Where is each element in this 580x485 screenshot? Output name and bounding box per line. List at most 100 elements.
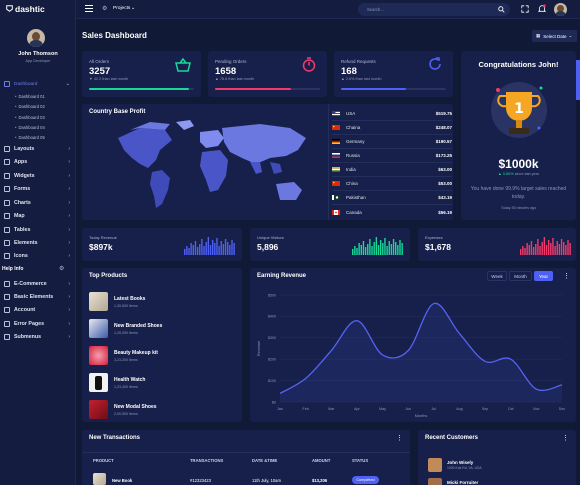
stat-progress-track [215, 88, 320, 90]
sparkline-bar [539, 246, 541, 255]
sparkline-bar [545, 245, 548, 255]
sparkline-bar [379, 240, 382, 255]
sparkline-bar [227, 242, 229, 255]
map-divider [328, 104, 329, 220]
country-value: $63.00 [438, 167, 452, 172]
customer-name[interactable]: John Wisely [447, 460, 474, 465]
transactions-title: New Transactions [89, 435, 141, 441]
sidebar-item-label: Forms [14, 186, 31, 192]
sparkline-bar [192, 245, 194, 255]
sidebar-sub-dashboard-01[interactable]: Dashboard 01 [15, 94, 44, 99]
sidebar-sub-dashboard-04[interactable]: Dashboard 04 [15, 125, 44, 130]
sidebar-item-account[interactable]: Account › [4, 306, 70, 314]
sidebar-item-dashboard[interactable]: Dashboard ⌄ [4, 80, 70, 88]
tab-year[interactable]: Year [534, 271, 553, 281]
hamburger-menu-icon[interactable] [85, 5, 93, 12]
country-row-china: China $53.00 [332, 177, 452, 191]
brand-logo-icon [6, 5, 13, 12]
sidebar-item-submenus[interactable]: Submenus › [4, 333, 70, 341]
settings-gear-icon[interactable]: ⚙ [59, 266, 65, 272]
usa-flag-icon [332, 111, 340, 116]
sidebar-item-widgets[interactable]: Widgets › [4, 172, 70, 180]
sparkline-bar [352, 249, 354, 255]
brand-name[interactable]: dashtic [15, 4, 45, 14]
stat-delta: ▲ 2.6% than last month [341, 77, 382, 81]
product-item[interactable]: Health Watch 1,23,400 Items [89, 373, 145, 392]
sidebar-sub-dashboard-02[interactable]: Dashboard 02 [15, 104, 44, 109]
search-icon[interactable] [498, 6, 505, 13]
product-name: Health Watch [114, 376, 146, 383]
congrats-growth-row: ▲ 0.80% since last year [461, 172, 576, 176]
product-item[interactable]: New Branded Shoes 1,20,090 Items [89, 319, 162, 338]
sidebar-item-basic-elements[interactable]: Basic Elements › [4, 293, 70, 301]
x-tick-label: Sep [482, 407, 488, 411]
y-tick-label: $300 [268, 336, 276, 340]
sparkline-bar [543, 237, 546, 255]
chevron-right-icon: › [68, 294, 70, 300]
select-date-button[interactable]: ▦ Select Date ⌄ [532, 30, 577, 42]
tab-week[interactable]: Week [487, 271, 507, 281]
notification-bell-icon[interactable] [538, 4, 546, 13]
sparkline-bar [231, 240, 233, 255]
sparkline-bar [358, 243, 360, 255]
stat-label: Pending Orders [215, 59, 247, 64]
sidebar-item-charts[interactable]: Charts › [4, 199, 70, 207]
col-status: STATUS [352, 458, 369, 463]
avatar[interactable] [27, 29, 45, 47]
stat-value: 3257 [89, 66, 111, 77]
sidebar-item-elements[interactable]: Elements › [4, 239, 70, 247]
widgets-icon [4, 173, 10, 179]
stat-progress-fill [89, 88, 189, 90]
tab-month[interactable]: Month [509, 271, 532, 281]
product-sub: 1,23,400 Items [114, 384, 138, 389]
sparkline-bar [390, 244, 393, 255]
projects-dropdown[interactable]: Projects [113, 6, 131, 11]
apps-icon [4, 159, 10, 165]
sparkline-bar [375, 237, 378, 255]
chevron-right-icon: › [68, 321, 70, 327]
country-name: USA [346, 111, 356, 116]
sidebar-item-map[interactable]: Map › [4, 212, 70, 220]
sidebar-item-tables[interactable]: Tables › [4, 226, 70, 234]
topbar-avatar[interactable] [554, 3, 567, 16]
product-sub: 3,23,200 Items [114, 357, 138, 362]
search-input[interactable]: Search... [358, 3, 510, 16]
transaction-id: #12323423 [190, 478, 211, 483]
fullscreen-icon[interactable] [521, 5, 529, 13]
sparkline-bar [360, 245, 362, 255]
russia-flag-icon [332, 153, 340, 158]
sidebar-sub-dashboard-03[interactable]: Dashboard 03 [15, 115, 44, 120]
sparkline-bar [552, 238, 554, 255]
sparkline-bar [558, 244, 561, 255]
sidebar-item-ecommerce[interactable]: E-Commerce › [4, 280, 70, 288]
x-tick-label: Jan [277, 407, 283, 411]
sparkline-bar [371, 246, 373, 255]
congrats-card: Congratulations John! 1 $1000k ▲ 0.80% s… [461, 51, 576, 220]
sparkline-bar [196, 247, 199, 255]
sidebar-item-apps[interactable]: Apps › [4, 158, 70, 166]
side-switcher-tab[interactable] [574, 60, 580, 100]
basket-icon [175, 58, 191, 72]
product-item[interactable]: New Modal Shoes 2,00,900 Items [89, 400, 157, 419]
sparkline-bar [214, 243, 216, 255]
sidebar-item-error-pages[interactable]: Error Pages › [4, 320, 70, 328]
product-item[interactable]: Beauty Makeup kit 3,23,200 Items [89, 346, 158, 365]
sidebar-item-icons[interactable]: Icons › [4, 252, 70, 260]
sidebar-item-forms[interactable]: Forms › [4, 185, 70, 193]
country-value: $53.00 [438, 181, 452, 186]
makeup-kit-image [89, 346, 108, 365]
help-info-heading[interactable]: Help Info [2, 266, 24, 272]
sidebar-sub-dashboard-05[interactable]: Dashboard 05 [15, 135, 44, 140]
mini-sparkline [520, 237, 571, 255]
sparkline-bar [524, 248, 526, 255]
more-options-icon[interactable]: ⋮ [563, 273, 570, 280]
earning-revenue-card: Earning Revenue ⋮ [250, 268, 576, 422]
more-options-icon[interactable]: ⋮ [562, 435, 569, 442]
product-item[interactable]: Latest Books 1,30,600 Items [89, 292, 145, 311]
customer-name[interactable]: Micki Forruiter [447, 480, 479, 485]
account-icon [4, 307, 10, 313]
customer-address: 1000 Kds Rd, VA, USA [447, 466, 482, 470]
sidebar-item-layouts[interactable]: Layouts › [4, 145, 70, 153]
sparkline-bar [397, 245, 399, 255]
more-options-icon[interactable]: ⋮ [396, 435, 403, 442]
